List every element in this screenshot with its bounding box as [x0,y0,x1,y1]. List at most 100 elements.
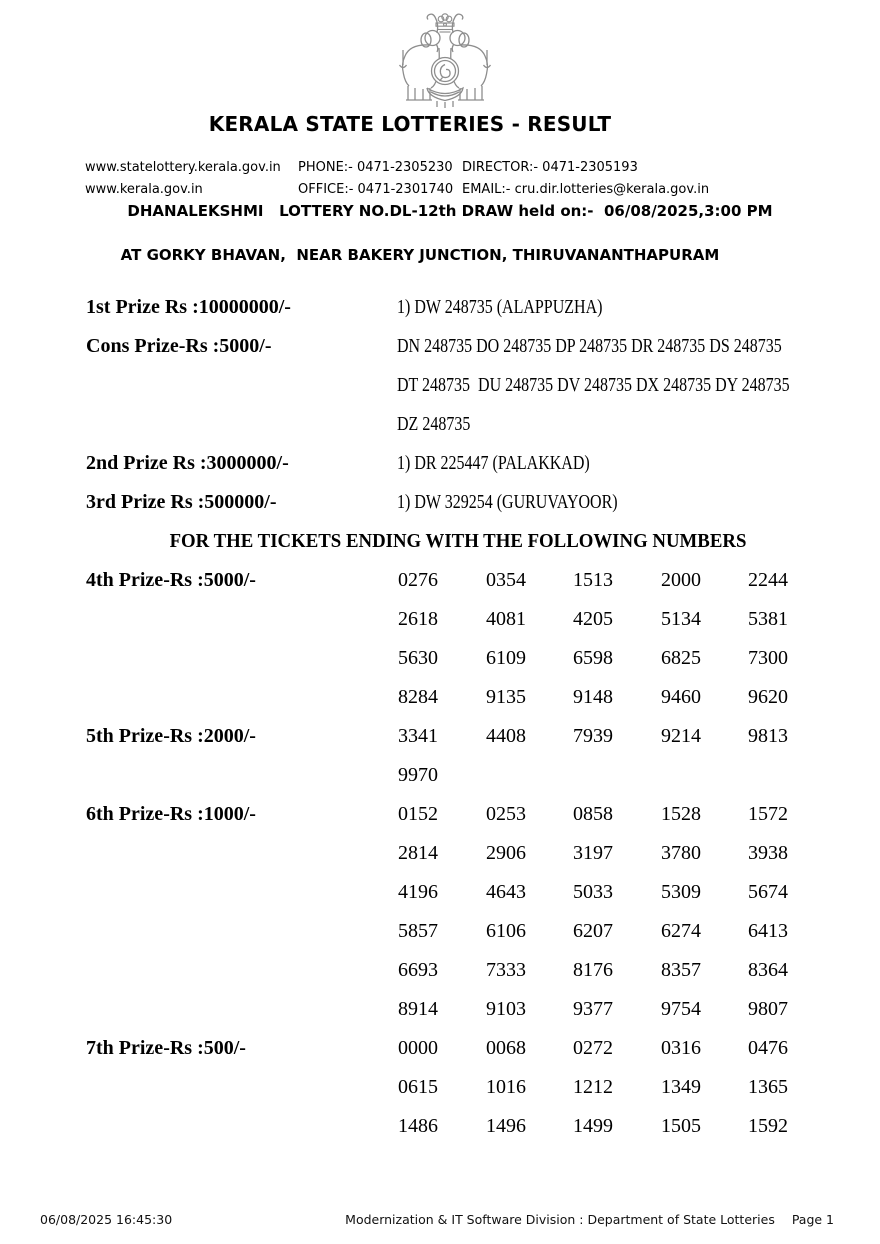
ticket-number: 1212 [573,1076,613,1098]
winning-ticket: 1) DR 225447 (PALAKKAD) [397,452,590,474]
ticket-number: 3780 [661,842,701,864]
ticket-number: 6207 [573,920,613,942]
number-row: 0152 0253 0858 1528 1572 [397,795,880,834]
ticket-number: 0276 [398,569,438,591]
contact-phone: PHONE:- 0471-2305230 [298,160,453,175]
ticket-number: 9754 [661,998,701,1020]
contact-director: DIRECTOR:- 0471-2305193 [462,160,638,175]
ticket-number: 3197 [573,842,613,864]
prize-label: 1st Prize Rs :10000000/- [86,296,291,318]
number-row: 2814 2906 3197 3780 3938 [397,834,880,873]
ticket-number: 6825 [661,647,701,669]
ticket-number: 8357 [661,959,701,981]
ticket-number: 1016 [486,1076,526,1098]
venue-line: AT GORKY BHAVAN, NEAR BAKERY JUNCTION, T… [120,246,720,264]
prize-row-3rd: 3rd Prize Rs :500000/- 1) DW 329254 (GUR… [0,483,880,522]
prize-label: 7th Prize-Rs :500/- [86,1037,246,1059]
kerala-state-emblem-icon [398,8,492,112]
ticket-number: 6106 [486,920,526,942]
prize-label: 2nd Prize Rs :3000000/- [86,452,289,474]
ticket-number: 9460 [661,686,701,708]
ticket-number: 6598 [573,647,613,669]
prize-label: Cons Prize-Rs :5000/- [86,335,272,357]
prize-row-2nd: 2nd Prize Rs :3000000/- 1) DR 225447 (PA… [0,444,880,483]
ticket-number: 0615 [398,1076,438,1098]
website-link-statelottery: www.statelottery.kerala.gov.in [85,160,281,175]
ribbon-banner [426,86,464,108]
ticket-number: 2814 [398,842,438,864]
ticket-number: 0152 [398,803,438,825]
ticket-number: 1528 [661,803,701,825]
winning-ticket: 1) DW 329254 (GURUVAYOOR) [397,491,618,513]
ticket-number: 8284 [398,686,438,708]
ticket-number: 1486 [398,1115,438,1137]
ticket-number: 0272 [573,1037,613,1059]
number-row: 5630 6109 6598 6825 7300 [397,639,880,678]
ticket-number: 9377 [573,998,613,1020]
ticket-number: 9970 [398,764,438,786]
ticket-number: 5857 [398,920,438,942]
ticket-number: 9813 [748,725,788,747]
ticket-number: 1513 [573,569,613,591]
conch-shield [430,56,460,86]
footer-page-number: Page 1 [791,1212,834,1227]
number-row: 0276 0354 1513 2000 2244 [397,561,880,600]
ticket-number: 8176 [573,959,613,981]
contact-email: EMAIL:- cru.dir.lotteries@kerala.gov.in [462,182,710,197]
ticket-number: 8914 [398,998,438,1020]
ticket-number: 6413 [748,920,788,942]
contact-block: www.statelottery.kerala.gov.in PHONE:- 0… [85,157,709,201]
ticket-number: 3341 [398,725,438,747]
ticket-number: 5674 [748,881,788,903]
ticket-number: 5309 [661,881,701,903]
number-row: 6693 7333 8176 8357 8364 [397,951,880,990]
ticket-number: 1572 [748,803,788,825]
footer-timestamp: 06/08/2025 16:45:30 [40,1212,173,1227]
prize-section-5th: 5th Prize-Rs :2000/- 3341 4408 7939 9214… [0,717,880,795]
number-row: 9970 [397,756,880,795]
number-row: 2618 4081 4205 5134 5381 [397,600,880,639]
ticket-number: 2244 [748,569,788,591]
number-row: 5857 6106 6207 6274 6413 [397,912,880,951]
contact-office: OFFICE:- 0471-2301740 [298,182,454,197]
ticket-number: 1499 [573,1115,613,1137]
ticket-number: 3938 [748,842,788,864]
ticket-number: 0316 [661,1037,701,1059]
ticket-number: 7333 [486,959,526,981]
number-row: 8914 9103 9377 9754 9807 [397,990,880,1029]
page-title: KERALA STATE LOTTERIES - RESULT [208,112,612,136]
ticket-number: 9135 [486,686,526,708]
ticket-number: 2906 [486,842,526,864]
ticket-number: 6109 [486,647,526,669]
ticket-number: 7939 [573,725,613,747]
prize-section-6th: 6th Prize-Rs :1000/- 0152 0253 0858 1528… [0,795,880,1029]
ticket-number: 1505 [661,1115,701,1137]
lion-capital [435,13,455,33]
prize-label: 5th Prize-Rs :2000/- [86,725,256,747]
section-heading: FOR THE TICKETS ENDING WITH THE FOLLOWIN… [169,530,747,552]
number-row: 1486 1496 1499 1505 1592 [397,1107,880,1146]
ticket-number: 0000 [398,1037,438,1059]
winning-ticket: DZ 248735 [397,413,471,435]
ticket-number: 9214 [661,725,701,747]
results-body: 1st Prize Rs :10000000/- 1) DW 248735 (A… [0,288,880,1146]
prize-section-7th: 7th Prize-Rs :500/- 0000 0068 0272 0316 … [0,1029,880,1146]
ticket-number: 9103 [486,998,526,1020]
ticket-number: 2618 [398,608,438,630]
ticket-number: 9620 [748,686,788,708]
footer-division: Modernization & IT Software Division : D… [345,1212,775,1227]
ticket-number: 0476 [748,1037,788,1059]
number-row: 4196 4643 5033 5309 5674 [397,873,880,912]
prize-label: 6th Prize-Rs :1000/- [86,803,256,825]
ticket-number: 1349 [661,1076,701,1098]
number-row: 0000 0068 0272 0316 0476 [397,1029,880,1068]
ticket-number: 4081 [486,608,526,630]
prize-label: 3rd Prize Rs :500000/- [86,491,277,513]
ticket-number: 6274 [661,920,701,942]
draw-headline: DHANALEKSHMI LOTTERY NO.DL-12th DRAW hel… [127,202,773,220]
prize-row-cons: Cons Prize-Rs :5000/- DN 248735 DO 24873… [0,327,880,444]
winning-ticket: DN 248735 DO 248735 DP 248735 DR 248735 … [397,335,782,357]
ticket-number: 5381 [748,608,788,630]
winning-ticket: DT 248735 DU 248735 DV 248735 DX 248735 … [397,374,790,396]
ticket-number: 6693 [398,959,438,981]
